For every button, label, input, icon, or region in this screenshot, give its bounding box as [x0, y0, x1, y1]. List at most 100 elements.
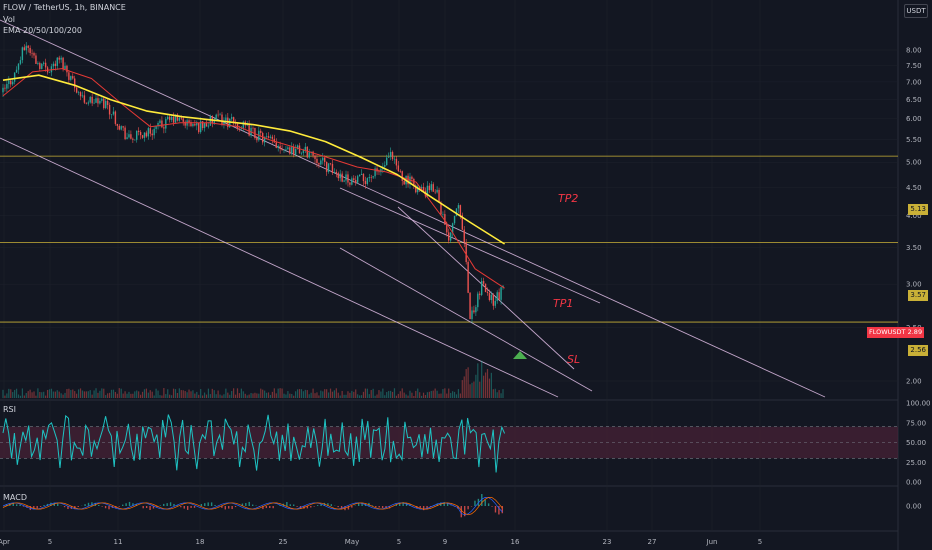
- x-tick-label: 5: [758, 538, 762, 546]
- candle-body: [165, 119, 167, 129]
- last-price-symbol: FLOWUSDT: [869, 328, 906, 336]
- candle-body: [411, 176, 413, 179]
- candle-body: [60, 57, 62, 60]
- candle-body: [356, 176, 359, 183]
- macd-histogram-bar: [234, 506, 237, 508]
- macd-histogram-bar: [248, 501, 250, 506]
- volume-bar: [198, 394, 200, 398]
- volume-bar: [343, 394, 345, 398]
- currency-badge[interactable]: USDT: [904, 4, 928, 18]
- volume-bar: [345, 394, 347, 398]
- volume-bar: [463, 376, 465, 398]
- macd-histogram-bar: [87, 502, 90, 506]
- macd-histogram-bar: [327, 503, 329, 506]
- volume-bar: [283, 393, 285, 398]
- candle-body: [391, 151, 394, 160]
- candle-body: [174, 114, 177, 123]
- candle-body: [198, 122, 200, 133]
- candle-body: [62, 57, 64, 69]
- candle-body: [39, 63, 41, 69]
- candle-body: [44, 62, 47, 68]
- candle-body: [74, 78, 76, 88]
- candle-body: [91, 96, 93, 104]
- volume-bar: [116, 393, 118, 398]
- y-tick-label: 8.00: [906, 47, 922, 55]
- macd-histogram-bar: [484, 499, 486, 506]
- volume-bar: [236, 388, 239, 398]
- candle-body: [304, 146, 307, 150]
- candle-body: [502, 285, 504, 288]
- candle-body: [477, 293, 479, 308]
- candle-body: [440, 202, 442, 215]
- volume-bar: [163, 388, 165, 398]
- volume-bar: [184, 391, 186, 398]
- volume-bar: [54, 391, 56, 398]
- candle-body: [151, 133, 153, 136]
- macd-histogram-bar: [272, 506, 274, 509]
- candle-body: [77, 92, 80, 93]
- volume-bar: [110, 389, 113, 398]
- volume-bar: [291, 393, 293, 398]
- x-tick-label: 23: [603, 538, 612, 546]
- volume-bar: [93, 390, 95, 398]
- candle-body: [475, 307, 477, 313]
- y-tick-label: 4.50: [906, 184, 922, 192]
- volume-bar: [490, 372, 492, 398]
- volume-bar: [153, 395, 155, 398]
- candle-body: [229, 118, 231, 128]
- volume-bar: [421, 395, 423, 398]
- candle-body: [498, 292, 500, 300]
- volume-bar: [488, 378, 491, 398]
- volume-bar: [440, 393, 442, 398]
- volume-bar: [314, 393, 316, 398]
- macd-histogram-bar: [98, 504, 100, 506]
- volume-bar: [105, 395, 107, 398]
- volume-bar: [469, 384, 471, 398]
- candle-body: [225, 117, 227, 121]
- volume-bar: [238, 393, 241, 398]
- volume-bar: [455, 394, 458, 398]
- candle-body: [314, 155, 316, 159]
- volume-bar: [31, 392, 33, 398]
- volume-bar: [167, 389, 169, 398]
- candle-body: [308, 152, 310, 158]
- volume-bar: [77, 389, 80, 398]
- candle-body: [190, 122, 192, 127]
- volume-bar: [477, 363, 479, 398]
- volume-bar: [233, 388, 235, 398]
- volume-bar: [72, 389, 74, 398]
- x-tick-label: 5: [48, 538, 52, 546]
- volume-bar: [182, 390, 184, 398]
- macd-histogram-bar: [183, 506, 185, 509]
- rsi-tick-label: 0.00: [906, 479, 922, 487]
- candle-body: [234, 123, 237, 124]
- volume-bar: [85, 391, 87, 398]
- volume-bar: [388, 390, 390, 398]
- macd-histogram-bar: [33, 506, 35, 509]
- volume-bar: [277, 388, 279, 398]
- candle-body: [194, 124, 196, 126]
- volume-bar: [229, 394, 231, 398]
- candle-body: [27, 45, 29, 48]
- volume-bar: [74, 391, 76, 398]
- volume-bar: [405, 394, 407, 398]
- macd-histogram-bar: [330, 504, 333, 506]
- volume-bar: [124, 391, 126, 398]
- candle-body: [273, 138, 276, 143]
- volume-bar: [188, 389, 190, 398]
- candle-body: [145, 132, 148, 137]
- macd-histogram-bar: [77, 506, 79, 507]
- candle-body: [105, 100, 107, 109]
- macd-histogram-bar: [176, 505, 179, 506]
- volume-bar: [126, 393, 128, 398]
- x-tick-label: 18: [196, 538, 205, 546]
- tp1-price-label: 3.57: [908, 290, 928, 301]
- candle-body: [196, 122, 198, 126]
- volume-bar: [500, 393, 502, 398]
- candle-body: [279, 146, 281, 149]
- macd-histogram-bar: [289, 504, 291, 506]
- candle-body: [399, 171, 401, 172]
- volume-bar: [351, 390, 353, 398]
- candle-body: [31, 52, 33, 54]
